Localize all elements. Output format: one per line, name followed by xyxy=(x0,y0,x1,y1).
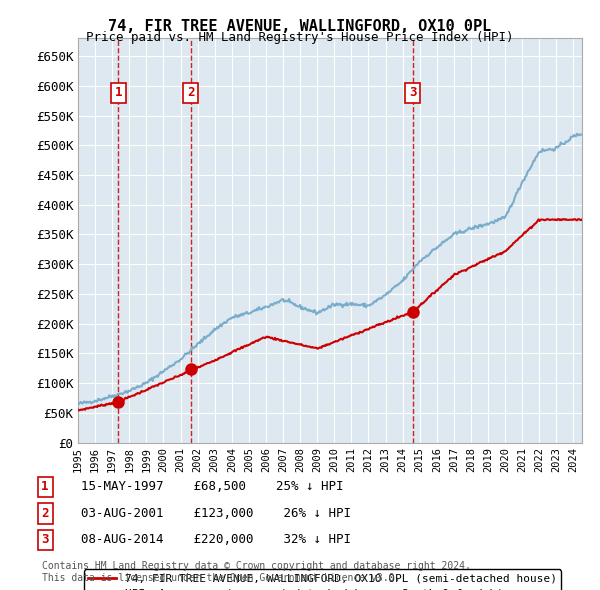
Legend: 74, FIR TREE AVENUE, WALLINGFORD, OX10 0PL (semi-detached house), HPI: Average p: 74, FIR TREE AVENUE, WALLINGFORD, OX10 0… xyxy=(83,569,561,590)
Text: 03-AUG-2001    £123,000    26% ↓ HPI: 03-AUG-2001 £123,000 26% ↓ HPI xyxy=(66,507,351,520)
Text: 2: 2 xyxy=(187,86,194,99)
Text: Price paid vs. HM Land Registry's House Price Index (HPI): Price paid vs. HM Land Registry's House … xyxy=(86,31,514,44)
Text: 08-AUG-2014    £220,000    32% ↓ HPI: 08-AUG-2014 £220,000 32% ↓ HPI xyxy=(66,533,351,546)
Text: 15-MAY-1997    £68,500    25% ↓ HPI: 15-MAY-1997 £68,500 25% ↓ HPI xyxy=(66,480,343,493)
Text: 1: 1 xyxy=(115,86,122,99)
Text: 1: 1 xyxy=(41,480,49,493)
Text: 3: 3 xyxy=(409,86,416,99)
Text: Contains HM Land Registry data © Crown copyright and database right 2024.
This d: Contains HM Land Registry data © Crown c… xyxy=(42,561,471,583)
Text: 3: 3 xyxy=(41,533,49,546)
Text: 2: 2 xyxy=(41,507,49,520)
Text: 74, FIR TREE AVENUE, WALLINGFORD, OX10 0PL: 74, FIR TREE AVENUE, WALLINGFORD, OX10 0… xyxy=(109,19,491,34)
